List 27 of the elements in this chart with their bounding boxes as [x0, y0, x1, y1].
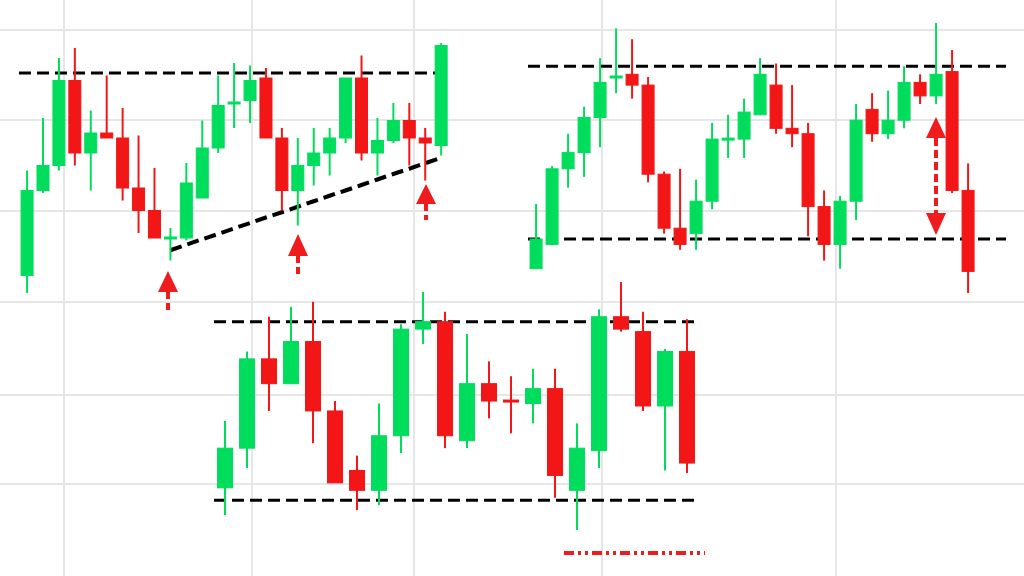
candlestick: [370, 117, 384, 177]
candlestick: [132, 134, 146, 234]
candlestick: [503, 375, 520, 435]
candlestick: [913, 73, 927, 105]
candlestick: [415, 290, 432, 345]
candlestick: [613, 282, 630, 333]
candlestick: [525, 367, 542, 425]
candlestick: [929, 23, 943, 105]
candlestick: [227, 62, 241, 129]
candlestick: [561, 132, 575, 189]
candlestick: [673, 167, 687, 251]
candlestick: [625, 38, 639, 100]
candlestick: [307, 127, 321, 187]
candlestick: [100, 74, 114, 139]
candlestick: [609, 27, 623, 95]
candlestick: [881, 89, 895, 141]
candlestick: [402, 102, 416, 167]
candlestick: [481, 360, 498, 420]
candlestick: [163, 227, 177, 262]
candlestick: [243, 64, 257, 124]
candlestick: [418, 127, 432, 182]
candlestick: [323, 127, 337, 177]
candlestick: [84, 109, 98, 192]
candlestick: [349, 454, 366, 512]
candlestick: [386, 102, 400, 144]
candlestick: [721, 113, 735, 159]
candlestick: [785, 84, 799, 149]
